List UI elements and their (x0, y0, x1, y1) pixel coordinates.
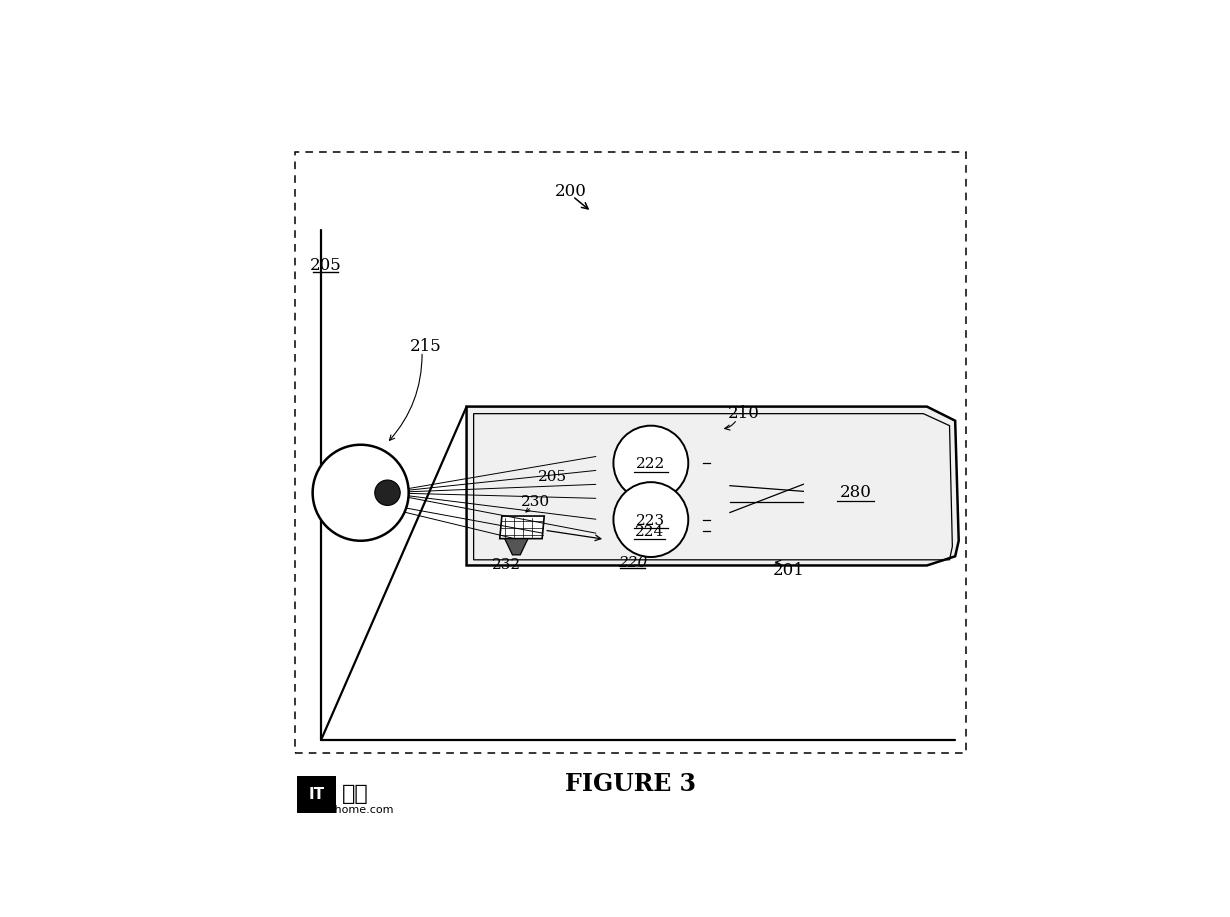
Text: 220: 220 (617, 557, 647, 570)
Bar (566, 465, 582, 530)
Bar (295, 152, 966, 753)
Bar (298, 776, 336, 812)
Circle shape (614, 482, 689, 557)
Text: 222: 222 (636, 458, 665, 471)
Bar (710, 433, 729, 551)
Text: 232: 232 (492, 558, 522, 572)
Circle shape (614, 425, 689, 501)
Text: 之家: 之家 (342, 784, 369, 804)
Circle shape (312, 445, 408, 541)
Polygon shape (499, 516, 544, 538)
Text: IT: IT (309, 787, 325, 801)
Bar (605, 508, 694, 554)
Bar (803, 442, 908, 541)
Text: 210: 210 (727, 405, 759, 422)
Text: 215: 215 (410, 338, 442, 355)
Text: 205: 205 (539, 470, 567, 484)
Text: 280: 280 (840, 484, 872, 502)
Polygon shape (504, 538, 528, 555)
Text: 224: 224 (635, 525, 664, 539)
Text: 223: 223 (636, 514, 665, 528)
Circle shape (375, 480, 400, 505)
Polygon shape (466, 406, 958, 566)
Text: FIGURE 3: FIGURE 3 (565, 771, 696, 796)
Text: 201: 201 (774, 562, 806, 579)
Text: 200: 200 (555, 182, 587, 200)
Bar (599, 420, 704, 558)
Text: www.ithome.com: www.ithome.com (298, 805, 394, 814)
Text: 230: 230 (520, 495, 550, 509)
Text: 205: 205 (310, 257, 341, 274)
